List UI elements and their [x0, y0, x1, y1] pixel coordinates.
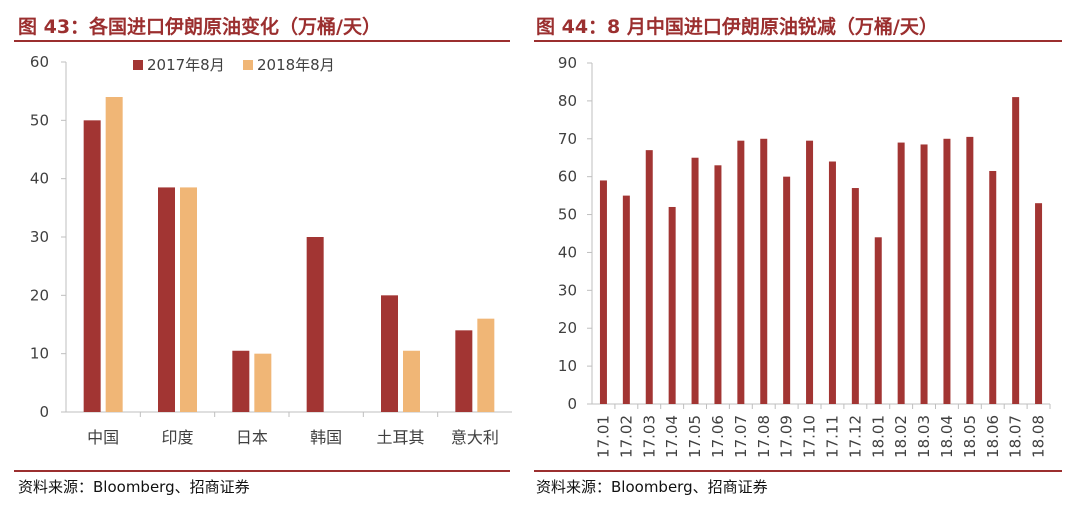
y-tick-label: 10: [30, 345, 49, 363]
right-figure-panel: 图 44：8 月中国进口伊朗原油锐减（万桶/天） 0 10 20 30 40 50 60 70…: [534, 0, 1078, 510]
right-source-rule: [534, 470, 1062, 472]
left-title-rule: [14, 40, 510, 42]
bar: [1012, 97, 1020, 404]
y-tick-label: 20: [30, 286, 49, 304]
bar-series2: [105, 97, 123, 412]
x-tick-label: 17.11: [823, 415, 841, 458]
bar: [599, 180, 607, 404]
bar: [828, 161, 836, 404]
y-tick-label: 10: [558, 357, 577, 375]
x-tick-label: 17.01: [594, 415, 612, 458]
y-tick-label: 40: [558, 243, 577, 261]
y-tick-label: 90: [558, 54, 577, 72]
bar: [622, 195, 630, 404]
bar: [691, 157, 699, 404]
x-tick-label: 17.05: [686, 415, 704, 458]
x-tick-label: 17.07: [732, 415, 750, 458]
bar-series2: [254, 353, 272, 412]
x-tick-label: 18.05: [961, 415, 979, 458]
bar-series2: [403, 350, 420, 412]
x-tick-label: 17.09: [778, 415, 796, 458]
legend-swatch: [133, 60, 143, 70]
bar-series1: [158, 187, 175, 412]
bar: [989, 170, 997, 404]
right-title-rule: [534, 40, 1062, 42]
x-tick-label: 18.04: [938, 415, 956, 458]
x-category-label: 中国: [87, 428, 119, 447]
bar: [851, 188, 859, 404]
y-tick-label: 60: [558, 168, 577, 186]
bar: [737, 140, 745, 404]
x-tick-label: 18.07: [1007, 415, 1025, 458]
y-tick-label: 0: [39, 403, 49, 421]
bar: [783, 176, 791, 404]
x-tick-label: 18.01: [869, 415, 887, 458]
bar-series1: [232, 350, 250, 412]
y-tick-label: 50: [30, 111, 49, 129]
legend-swatch: [243, 60, 253, 70]
bar: [966, 136, 974, 404]
y-tick-label: 30: [558, 281, 577, 299]
bar: [714, 165, 722, 404]
y-tick-label: 50: [558, 206, 577, 224]
bar-series2: [477, 318, 495, 412]
x-tick-label: 17.03: [640, 415, 658, 458]
bar: [943, 138, 951, 404]
bar: [668, 206, 676, 404]
y-tick-label: 0: [567, 395, 577, 413]
left-source-note: 资料来源：Bloomberg、招商证券: [18, 478, 250, 496]
y-tick-label: 30: [30, 228, 49, 246]
bar-series1: [306, 237, 324, 412]
left-chart: 0 10 20 30 40 50 60 中国 印度 日本 韩国 土耳其 意大利 2017年8月 2018年8…: [30, 53, 512, 447]
x-tick-label: 17.10: [801, 415, 819, 458]
left-figure-panel: 图 43：各国进口伊朗原油变化（万桶/天） 0 10 20 30 40 50 60 中国 印度 日…: [0, 0, 520, 510]
bar: [1035, 203, 1043, 404]
bar-series1: [455, 330, 473, 412]
bar: [920, 144, 928, 404]
x-tick-label: 17.04: [663, 415, 681, 458]
left-source-rule: [14, 470, 510, 472]
x-category-label: 土耳其: [376, 428, 424, 447]
x-category-label: 日本: [236, 428, 268, 447]
right-figure-title: 图 44：8 月中国进口伊朗原油锐减（万桶/天）: [536, 16, 938, 38]
y-tick-label: 40: [30, 170, 49, 188]
y-tick-label: 70: [558, 130, 577, 148]
bar: [897, 142, 905, 405]
x-category-label: 韩国: [310, 428, 342, 447]
legend-label: 2017年8月: [147, 56, 225, 74]
x-tick-label: 18.08: [1030, 415, 1048, 458]
left-figure-title: 图 43：各国进口伊朗原油变化（万桶/天）: [18, 16, 381, 38]
x-category-label: 印度: [161, 428, 193, 447]
bar-series1: [83, 120, 101, 412]
x-tick-label: 17.02: [617, 415, 635, 458]
x-tick-label: 17.06: [709, 415, 727, 458]
bar: [760, 138, 768, 404]
x-category-label: 意大利: [451, 428, 499, 447]
x-tick-label: 18.02: [892, 415, 910, 458]
y-tick-label: 20: [558, 319, 577, 337]
bar: [874, 237, 882, 404]
bar-series1: [381, 295, 398, 412]
bar: [645, 150, 653, 404]
x-tick-label: 17.12: [846, 415, 864, 458]
legend-label: 2018年8月: [257, 56, 335, 74]
x-tick-label: 18.03: [915, 415, 933, 458]
right-chart: 0 10 20 30 40 50 60 70 80 90 17.01 17.02 17.03 17.04 1…: [558, 54, 1051, 458]
x-tick-label: 18.06: [984, 415, 1002, 458]
y-tick-label: 80: [558, 92, 577, 110]
x-tick-label: 17.08: [755, 415, 773, 458]
bar-series2: [180, 187, 197, 412]
right-source-note: 资料来源：Bloomberg、招商证券: [536, 478, 768, 496]
bar: [806, 140, 814, 404]
y-tick-label: 60: [30, 53, 49, 71]
